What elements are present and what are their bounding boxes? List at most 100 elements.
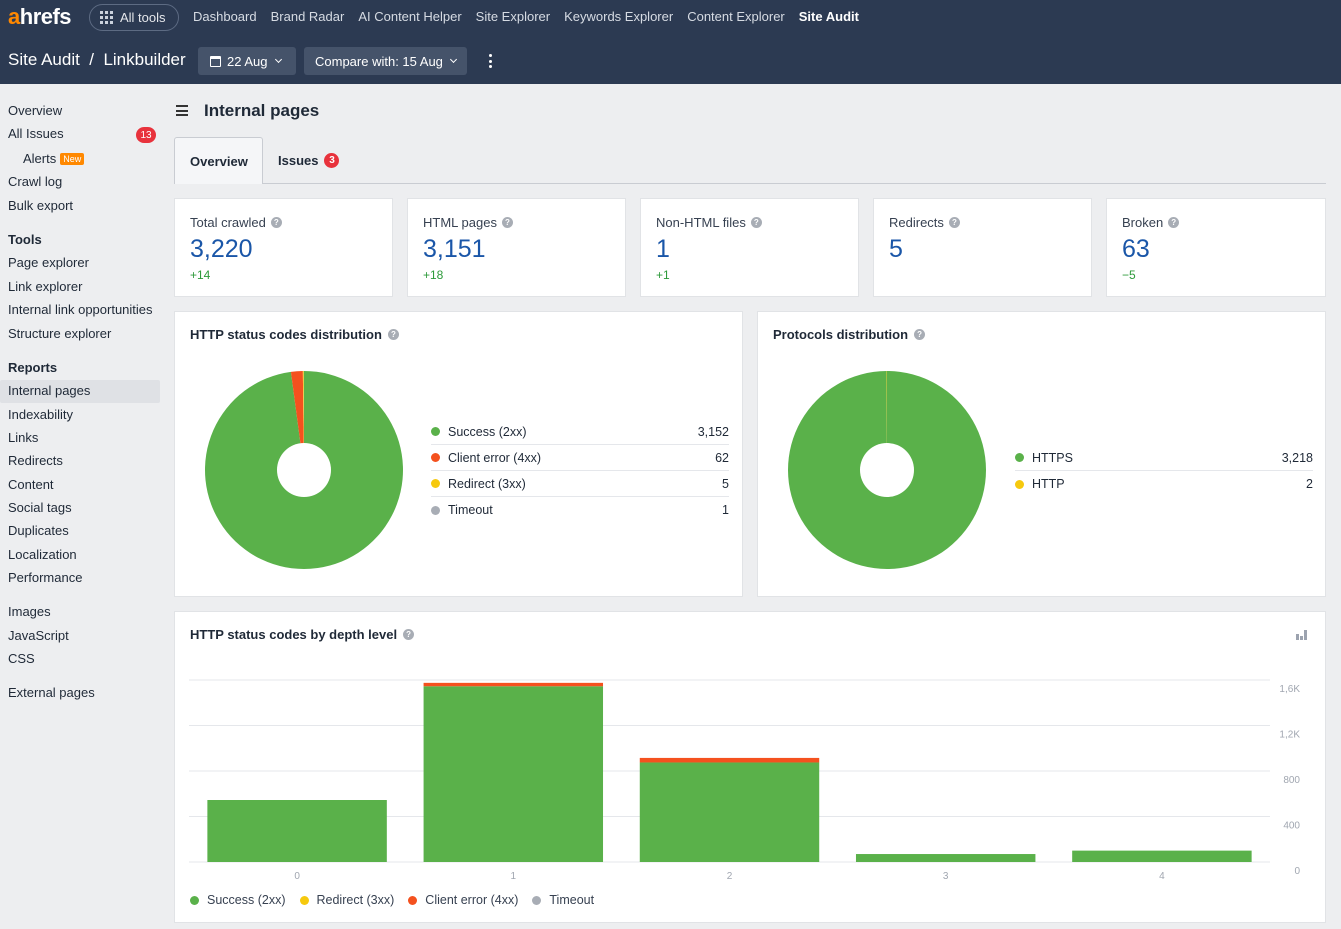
sidebar-item-performance[interactable]: Performance — [8, 570, 83, 585]
legend-label: Success (2xx) — [207, 893, 286, 907]
nav-brand-radar[interactable]: Brand Radar — [270, 9, 345, 24]
x-tick-label: 4 — [1159, 871, 1165, 882]
stat-label: Broken — [1122, 215, 1164, 230]
stat-card-total-crawled[interactable]: Total crawled? 3,220 +14 — [174, 198, 393, 297]
legend-item-timeout[interactable]: Timeout 1 — [431, 497, 729, 523]
bar-depth-1-client-error-4xx[interactable] — [423, 682, 604, 687]
legend-value: 1 — [722, 503, 729, 517]
help-icon[interactable]: ? — [501, 217, 513, 228]
top-bar: ahrefs All tools Dashboard Brand Radar A… — [0, 0, 1341, 84]
help-icon[interactable]: ? — [403, 629, 415, 640]
sidebar-item-all-issues[interactable]: All Issues — [8, 126, 64, 141]
sidebar-item-css[interactable]: CSS — [8, 651, 35, 666]
all-tools-label: All tools — [120, 10, 166, 25]
legend-item-client-error[interactable]: Client error (4xx) 62 — [431, 445, 729, 471]
nav-dashboard[interactable]: Dashboard — [193, 9, 257, 24]
nav-keywords-explorer[interactable]: Keywords Explorer — [564, 9, 674, 24]
stat-card-non-html-files[interactable]: Non-HTML files? 1 +1 — [640, 198, 859, 297]
legend-item-success[interactable]: Success (2xx) — [190, 893, 286, 907]
help-icon[interactable]: ? — [270, 217, 282, 228]
legend-label: HTTP — [1032, 477, 1065, 491]
nav-site-audit[interactable]: Site Audit — [798, 9, 859, 24]
legend-label: Client error (4xx) — [425, 893, 519, 907]
success-dot — [190, 895, 199, 905]
legend-item-redirect[interactable]: Redirect (3xx) — [299, 893, 394, 907]
nav-content-explorer[interactable]: Content Explorer — [687, 9, 785, 24]
legend-item-http[interactable]: HTTP 2 — [1015, 471, 1313, 497]
y-tick-label: 1,2K — [1279, 730, 1300, 741]
bar-depth-1-success-2xx[interactable] — [423, 686, 604, 862]
card-title: Protocols distribution — [773, 327, 909, 342]
depth-bar-chart[interactable]: 0 400 800 1,2K 1,6K 0 1 2 3 4 — [175, 662, 1325, 882]
legend-item-https[interactable]: HTTPS 3,218 — [1015, 445, 1313, 471]
sidebar-item-duplicates[interactable]: Duplicates — [8, 523, 69, 538]
http-status-distribution-card: HTTP status codes distribution? Success … — [174, 311, 743, 597]
page-title: Internal pages — [204, 101, 320, 120]
date-selector[interactable]: 22 Aug — [198, 47, 296, 75]
bar-depth-2-client-error-4xx[interactable] — [639, 757, 820, 763]
help-icon[interactable]: ? — [750, 217, 762, 228]
sidebar-item-javascript[interactable]: JavaScript — [8, 628, 69, 643]
ahrefs-logo[interactable]: ahrefs — [8, 4, 72, 29]
sidebar-item-internal-link-opportunities[interactable]: Internal link opportunities — [8, 302, 153, 317]
stat-delta: +1 — [656, 268, 670, 282]
sidebar-item-overview[interactable]: Overview — [8, 103, 63, 118]
bar-chart-icon[interactable] — [1296, 629, 1309, 640]
sidebar-item-external-pages[interactable]: External pages — [8, 685, 95, 700]
help-icon[interactable]: ? — [948, 217, 960, 228]
menu-icon[interactable] — [176, 105, 188, 116]
success-dot — [431, 427, 440, 436]
x-tick-label: 3 — [943, 871, 949, 882]
tab-overview[interactable]: Overview — [174, 137, 263, 184]
help-icon[interactable]: ? — [387, 329, 399, 340]
sidebar-item-internal-pages[interactable]: Internal pages — [8, 383, 91, 398]
sidebar-item-social-tags[interactable]: Social tags — [8, 500, 72, 515]
bar-depth-0-success-2xx[interactable] — [207, 800, 387, 862]
stat-label: HTML pages — [423, 215, 497, 230]
tab-overview-label: Overview — [190, 153, 248, 169]
sidebar-item-link-explorer[interactable]: Link explorer — [8, 279, 83, 294]
bar-depth-2-success-2xx[interactable] — [639, 762, 820, 862]
sidebar-item-redirects[interactable]: Redirects — [8, 453, 63, 468]
legend-item-redirect[interactable]: Redirect (3xx) 5 — [431, 471, 729, 497]
sidebar-item-links[interactable]: Links — [8, 430, 39, 445]
stat-label: Non-HTML files — [656, 215, 746, 230]
stat-card-redirects[interactable]: Redirects? 5 — [873, 198, 1092, 297]
http-status-pie-chart[interactable] — [204, 370, 404, 570]
stat-card-broken[interactable]: Broken? 63 −5 — [1106, 198, 1326, 297]
legend-item-timeout[interactable]: Timeout — [532, 893, 594, 907]
sidebar-item-indexability[interactable]: Indexability — [8, 407, 74, 422]
bar-depth-4-success-2xx[interactable] — [1072, 850, 1252, 862]
bar-depth-3-success-2xx[interactable] — [855, 854, 1036, 862]
stat-value: 3,220 — [190, 235, 253, 263]
y-tick-label: 400 — [1283, 821, 1300, 832]
legend-item-client-error[interactable]: Client error (4xx) — [408, 893, 518, 907]
more-options-icon[interactable] — [489, 54, 493, 68]
stat-card-html-pages[interactable]: HTML pages? 3,151 +18 — [407, 198, 626, 297]
sidebar: Overview All Issues 13 Alerts New Crawl l… — [0, 84, 166, 929]
sidebar-item-images[interactable]: Images — [8, 604, 51, 619]
legend-label: HTTPS — [1032, 450, 1073, 465]
protocols-pie-chart[interactable] — [787, 370, 987, 570]
card-title: HTTP status codes distribution — [190, 327, 382, 342]
sidebar-item-structure-explorer[interactable]: Structure explorer — [8, 326, 112, 341]
alerts-label: Alerts — [23, 151, 57, 166]
sidebar-item-crawl-log[interactable]: Crawl log — [8, 174, 63, 189]
legend-label: Redirect (3xx) — [448, 476, 526, 491]
sidebar-item-alerts[interactable]: Alerts New — [23, 151, 85, 166]
nav-ai-content-helper[interactable]: AI Content Helper — [358, 9, 462, 24]
all-tools-button[interactable]: All tools — [89, 4, 179, 31]
sidebar-item-content[interactable]: Content — [8, 477, 54, 492]
sidebar-item-localization[interactable]: Localization — [8, 547, 77, 562]
legend-label: Timeout — [549, 893, 595, 907]
legend-value: 62 — [715, 450, 729, 465]
legend-item-success[interactable]: Success (2xx) 3,152 — [431, 419, 729, 445]
help-icon[interactable]: ? — [914, 329, 926, 340]
tab-issues[interactable]: Issues 3 — [278, 137, 340, 184]
help-icon[interactable]: ? — [1168, 217, 1180, 228]
nav-site-explorer[interactable]: Site Explorer — [475, 9, 551, 24]
sidebar-item-page-explorer[interactable]: Page explorer — [8, 255, 89, 270]
sidebar-item-bulk-export[interactable]: Bulk export — [8, 198, 74, 213]
compare-selector[interactable]: Compare with: 15 Aug — [304, 47, 467, 75]
client-error-dot — [408, 895, 418, 905]
